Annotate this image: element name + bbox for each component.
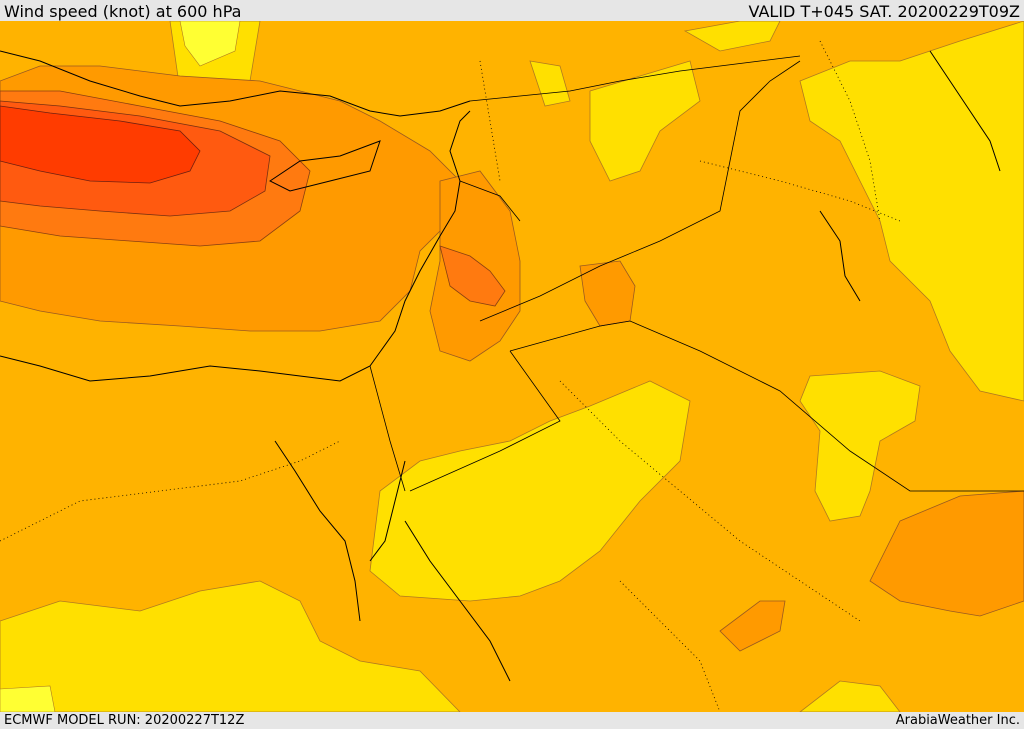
zone-lightest-sw bbox=[0, 685, 56, 712]
map-header: Wind speed (knot) at 600 hPa VALID T+045… bbox=[0, 0, 1024, 21]
border-syria-lebanon bbox=[459, 180, 521, 222]
wind-speed-map-svg bbox=[0, 21, 1024, 712]
zone-turkey-east bbox=[589, 60, 701, 182]
light-wind-zones bbox=[0, 21, 1024, 712]
coastlines bbox=[0, 50, 1001, 682]
weather-map bbox=[0, 21, 1024, 712]
admin-turkey-1 bbox=[479, 60, 501, 182]
map-title: Wind speed (knot) at 600 hPa bbox=[4, 2, 242, 21]
coastline-red-sea-east bbox=[404, 520, 511, 682]
border-jordan-saudi bbox=[409, 350, 561, 492]
zone-lightest-north bbox=[179, 21, 241, 67]
coastline-gulf-aqaba bbox=[369, 460, 406, 562]
map-footer: ECMWF MODEL RUN: 20200227T12Z ArabiaWeat… bbox=[0, 712, 1024, 729]
admin-saudi-2 bbox=[619, 580, 721, 712]
zone-east-iraq bbox=[799, 370, 921, 522]
zone-sinai-north-arabia bbox=[369, 380, 691, 602]
jet-max-zones bbox=[0, 105, 201, 184]
border-syria-iraq bbox=[479, 60, 801, 322]
coastline-gulf bbox=[819, 210, 861, 302]
credit: ArabiaWeather Inc. bbox=[895, 713, 1020, 728]
border-iraq-saudi bbox=[509, 320, 1024, 492]
admin-iran-1 bbox=[819, 40, 881, 222]
border-turkey-syria bbox=[469, 55, 801, 102]
model-run: ECMWF MODEL RUN: 20200227T12Z bbox=[4, 713, 245, 728]
zone-small-1 bbox=[529, 60, 571, 107]
coastline-cyprus bbox=[269, 140, 381, 192]
zone-jet-max bbox=[0, 105, 201, 184]
zone-south-small bbox=[799, 680, 901, 712]
valid-time: VALID T+045 SAT. 20200229T09Z bbox=[748, 2, 1020, 21]
coastline-turkey-south bbox=[0, 50, 471, 117]
coastline-caspian bbox=[929, 50, 1001, 172]
coastline-red-sea-west bbox=[274, 440, 361, 622]
zone-southwest bbox=[0, 580, 461, 712]
admin-borders bbox=[0, 40, 901, 712]
coastline-south-med bbox=[0, 110, 471, 382]
lightest-zones bbox=[0, 21, 241, 712]
border-egypt-israel bbox=[369, 365, 406, 492]
zone-jet-levant bbox=[439, 245, 506, 307]
zone-small-2 bbox=[683, 21, 781, 52]
country-borders bbox=[369, 55, 1024, 492]
zone-east-south bbox=[869, 490, 1024, 617]
zone-arabia-small bbox=[719, 600, 786, 652]
zone-iran bbox=[799, 21, 1024, 402]
